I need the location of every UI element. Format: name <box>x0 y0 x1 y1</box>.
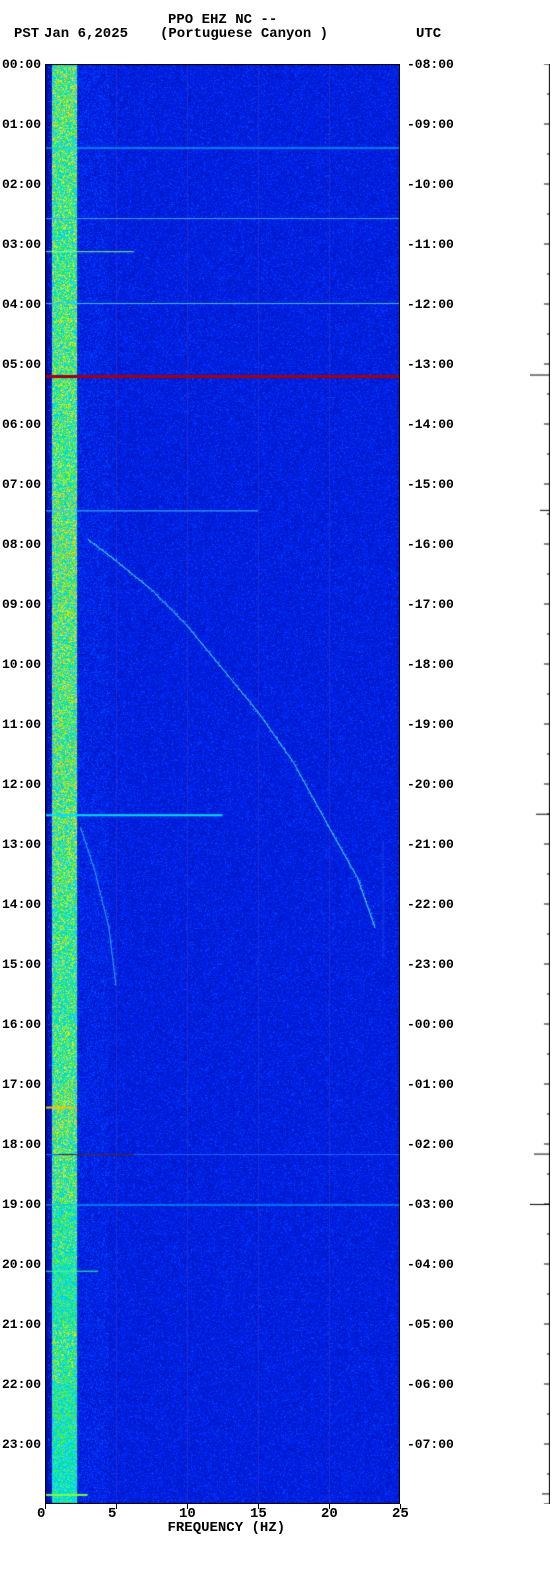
ylabel-right: -01:00 <box>407 1077 454 1092</box>
ylabel-left: 00:00 <box>0 57 41 72</box>
xtick-label: 25 <box>392 1506 409 1522</box>
ylabel-right: -14:00 <box>407 417 454 432</box>
xtick-label: 0 <box>37 1506 45 1522</box>
ylabel-right: -11:00 <box>407 237 454 252</box>
ylabel-right: -04:00 <box>407 1257 454 1272</box>
ylabel-right: -00:00 <box>407 1017 454 1032</box>
ylabel-left: 09:00 <box>0 597 41 612</box>
ylabel-right: -08:00 <box>407 57 454 72</box>
ylabel-right: -12:00 <box>407 297 454 312</box>
ylabel-left: 08:00 <box>0 537 41 552</box>
ylabel-left: 01:00 <box>0 117 41 132</box>
ylabel-right: -17:00 <box>407 597 454 612</box>
ylabel-right: -05:00 <box>407 1317 454 1332</box>
date: Jan 6,2025 <box>44 26 128 42</box>
ylabel-left: 20:00 <box>0 1257 41 1272</box>
amplitude-trace <box>530 64 550 1504</box>
ylabel-left: 12:00 <box>0 777 41 792</box>
ylabel-left: 02:00 <box>0 177 41 192</box>
ylabel-left: 05:00 <box>0 357 41 372</box>
ylabel-right: -15:00 <box>407 477 454 492</box>
ylabel-right: -16:00 <box>407 537 454 552</box>
ylabel-left: 06:00 <box>0 417 41 432</box>
ylabel-right: -02:00 <box>407 1137 454 1152</box>
ylabel-left: 19:00 <box>0 1197 41 1212</box>
ylabel-right: -21:00 <box>407 837 454 852</box>
ylabel-left: 23:00 <box>0 1437 41 1452</box>
ylabel-left: 14:00 <box>0 897 41 912</box>
ylabel-right: -07:00 <box>407 1437 454 1452</box>
ylabel-left: 16:00 <box>0 1017 41 1032</box>
ylabel-left: 03:00 <box>0 237 41 252</box>
ylabel-left: 15:00 <box>0 957 41 972</box>
ylabel-right: -23:00 <box>407 957 454 972</box>
ylabel-left: 17:00 <box>0 1077 41 1092</box>
ylabel-right: -18:00 <box>407 657 454 672</box>
ylabel-right: -06:00 <box>407 1377 454 1392</box>
ylabel-left: 13:00 <box>0 837 41 852</box>
ylabel-left: 04:00 <box>0 297 41 312</box>
ylabel-left: 07:00 <box>0 477 41 492</box>
ylabel-right: -03:00 <box>407 1197 454 1212</box>
ylabel-right: -22:00 <box>407 897 454 912</box>
ylabel-left: 22:00 <box>0 1377 41 1392</box>
ylabel-left: 18:00 <box>0 1137 41 1152</box>
ylabel-right: -10:00 <box>407 177 454 192</box>
ylabel-right: -20:00 <box>407 777 454 792</box>
ylabel-right: -09:00 <box>407 117 454 132</box>
ylabel-left: 10:00 <box>0 657 41 672</box>
ylabel-right: -19:00 <box>407 717 454 732</box>
xaxis-label: FREQUENCY (HZ) <box>168 1520 286 1536</box>
tz-right: UTC <box>416 26 441 42</box>
xtick-label: 5 <box>108 1506 116 1522</box>
location: (Portuguese Canyon ) <box>160 26 328 42</box>
ylabel-left: 21:00 <box>0 1317 41 1332</box>
tz-left: PST <box>14 26 39 42</box>
ylabel-right: -13:00 <box>407 357 454 372</box>
spectrogram-canvas <box>45 64 400 1504</box>
xtick-label: 20 <box>321 1506 338 1522</box>
ylabel-left: 11:00 <box>0 717 41 732</box>
